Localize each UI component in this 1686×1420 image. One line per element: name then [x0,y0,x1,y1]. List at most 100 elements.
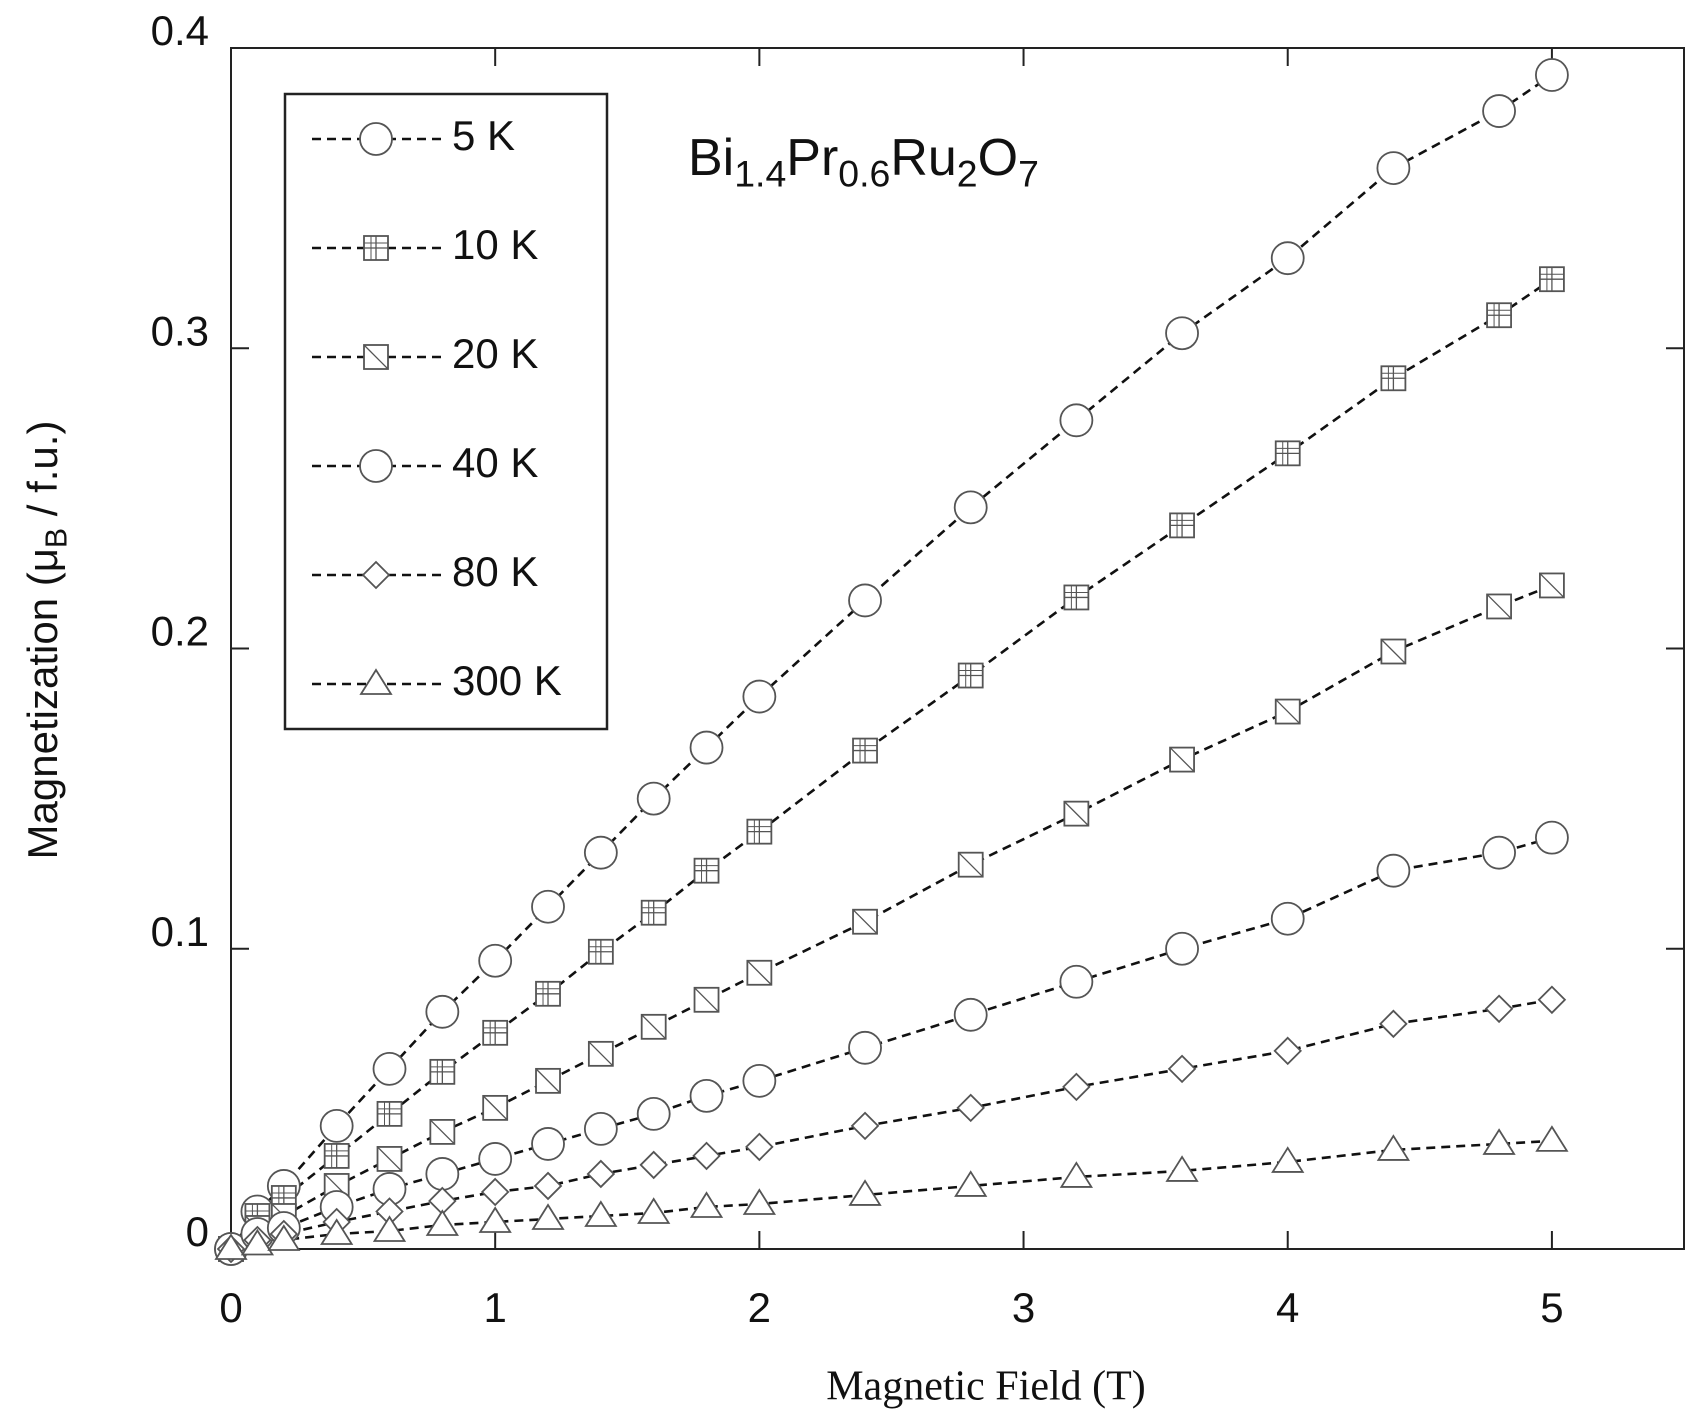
marker [953,997,988,1032]
marker [535,980,561,1007]
marker [689,1078,724,1113]
marker [425,1209,459,1236]
text-part: Ru [890,129,956,187]
marker [359,449,393,483]
marker-shape [746,960,772,986]
marker [359,668,393,695]
marker [376,1100,403,1127]
marker [376,1146,403,1172]
marker [480,1177,510,1207]
marker-shape [689,1078,724,1113]
marker [746,818,773,845]
marker [1273,1036,1303,1066]
marker-shape [1165,931,1199,966]
marker [852,908,878,935]
marker [587,1040,614,1067]
marker-shape [531,889,565,924]
marker [1274,440,1301,467]
marker [478,1142,513,1176]
subscript: B [41,528,74,548]
marker-shape [1270,241,1305,276]
marker [742,1063,777,1098]
marker-shape [694,987,719,1013]
marker [1059,964,1094,999]
marker-shape [1376,151,1411,186]
marker-shape [1270,901,1305,936]
y-tick-label: 0.1 [151,908,209,955]
marker [1274,698,1301,725]
marker [1270,901,1305,936]
marker [586,1159,616,1189]
marker [1535,1125,1569,1152]
marker-shape [742,1063,777,1098]
legend-box [283,92,609,731]
marker-shape [425,1209,459,1236]
marker [636,781,671,816]
marker [742,679,777,714]
marker [535,1067,561,1094]
legend-label: 10 K [452,221,538,268]
x-tick-label: 0 [219,1284,242,1331]
marker [267,1224,301,1251]
marker [637,1197,671,1224]
marker-shape [480,1177,510,1207]
marker-shape [1482,835,1516,870]
marker-shape [956,1093,985,1123]
marker [1486,593,1512,620]
marker-shape [1535,58,1569,92]
marker-shape [1273,1036,1303,1066]
marker-shape [214,1233,248,1260]
marker-shape [1535,1125,1569,1152]
marker-shape [1376,853,1411,888]
marker [583,1112,618,1146]
marker-shape [850,1111,880,1141]
marker-shape [1063,801,1089,827]
x-tick-label: 4 [1276,1284,1299,1331]
marker [478,1206,512,1233]
marker [848,583,882,618]
marker-shape [319,1108,354,1143]
marker [319,1108,354,1143]
marker-shape [1484,994,1514,1024]
marker-shape [372,1051,407,1086]
series-line [230,836,1553,1251]
marker [482,1094,509,1121]
marker [850,1111,880,1141]
marker [361,560,391,590]
marker [693,986,720,1013]
marker [531,1127,565,1161]
marker [320,1218,354,1245]
marker-shape [1062,1072,1091,1102]
marker-shape [848,1030,882,1065]
marker [1482,1128,1516,1155]
marker [425,1157,460,1191]
marker [1059,403,1094,438]
marker [214,1233,248,1260]
subscript: 2 [957,152,978,194]
legend: 5 K 10 K 20 K 40 K 80 K 300 K [283,92,609,731]
marker [636,1096,671,1131]
marker [640,1013,667,1040]
y-tick-label: 0.3 [151,307,209,354]
x-tick-label: 3 [1012,1284,1035,1331]
marker-shape [636,1096,671,1131]
marker-shape [267,1224,301,1251]
marker-shape [584,1200,618,1227]
marker [1063,800,1090,827]
marker [363,235,389,261]
marker [1169,746,1195,773]
marker-shape [1535,820,1569,855]
marker [1539,572,1565,599]
marker [1167,1054,1197,1084]
marker-shape [1539,572,1565,598]
marker-shape [953,490,988,525]
marker-shape [482,1095,508,1121]
marker-shape [1376,1134,1411,1161]
marker [478,943,513,978]
marker-shape [425,1157,460,1191]
marker [1062,1072,1091,1102]
marker-shape [742,679,777,714]
marker-shape [531,1127,565,1161]
marker [848,1030,882,1065]
marker [1537,985,1567,1015]
